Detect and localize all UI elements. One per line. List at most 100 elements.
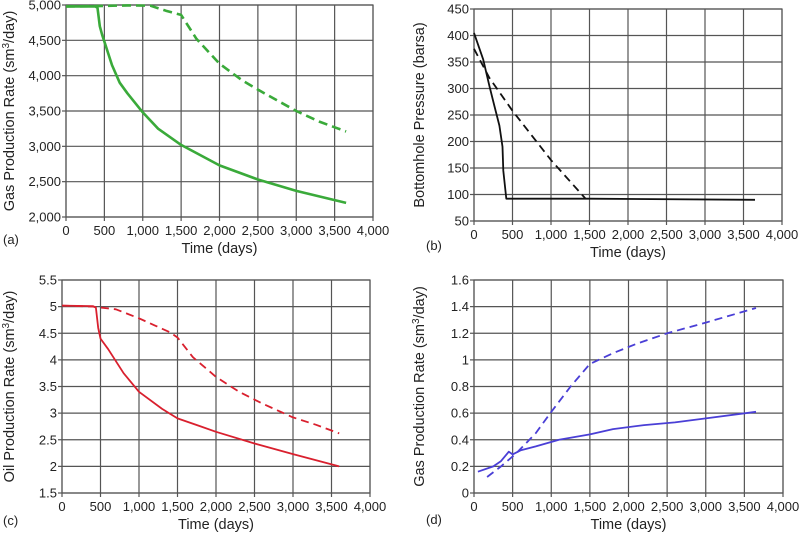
y-tick-label: 2,000 bbox=[28, 210, 61, 225]
x-tick-label: 1,500 bbox=[574, 499, 607, 514]
x-tick-label: 3,000 bbox=[689, 227, 722, 242]
x-tick-label: 1,500 bbox=[573, 227, 606, 242]
x-tick-label: 4,000 bbox=[766, 227, 799, 242]
y-tick-label: 2 bbox=[50, 459, 57, 474]
y-tick-label: 400 bbox=[447, 28, 469, 43]
y-tick-label: 1 bbox=[462, 352, 469, 367]
x-tick-label: 3,500 bbox=[315, 499, 348, 514]
x-tick-label: 1,000 bbox=[126, 223, 159, 238]
y-axis-label: Oil Production Rate (sm3/day) bbox=[1, 291, 18, 483]
x-tick-label: 2,500 bbox=[238, 499, 271, 514]
y-axis-label: Bottomhole Pressure (barsa) bbox=[412, 22, 428, 207]
plot-frame bbox=[61, 279, 371, 494]
y-tick-label: 1.2 bbox=[451, 326, 469, 341]
x-tick-label: 500 bbox=[90, 499, 112, 514]
y-tick-label: 150 bbox=[447, 161, 469, 176]
y-tick-label: 300 bbox=[447, 81, 469, 96]
y-tick-label: 250 bbox=[447, 108, 469, 123]
x-tick-label: 0 bbox=[62, 223, 69, 238]
x-tick-label: 2,000 bbox=[612, 227, 645, 242]
panel-label: (b) bbox=[426, 238, 442, 253]
chart-b: 0 500 1,000 1,500 2,000 2,500 3,000 3,500 4,000 5… bbox=[412, 2, 798, 262]
panel-label: (a) bbox=[3, 232, 19, 247]
y-tick-label: 3 bbox=[50, 406, 57, 421]
y-axis-label-unit: /day) bbox=[2, 11, 18, 43]
panel-label: (c) bbox=[3, 513, 18, 528]
y-axis-label-text: Oil Production Rate (sm bbox=[2, 328, 18, 482]
chart-a: 0 500 1,000 1,500 2,000 2,500 3,000 3,500 4,000 2… bbox=[1, 0, 389, 257]
y-tick-label: 100 bbox=[447, 187, 469, 202]
y-tick-label: 1.4 bbox=[451, 299, 469, 314]
x-tick-label: 1,000 bbox=[535, 499, 568, 514]
x-tick-label: 1,000 bbox=[535, 227, 568, 242]
x-axis-label: Time (days) bbox=[182, 241, 258, 257]
y-tick-label: 3,000 bbox=[28, 139, 61, 154]
y-tick-label: 5,000 bbox=[28, 0, 61, 13]
x-tick-label: 2,000 bbox=[203, 223, 236, 238]
y-tick-label: 0.8 bbox=[451, 379, 469, 394]
x-tick-label: 500 bbox=[502, 227, 524, 242]
y-axis-label-unit: /day) bbox=[2, 291, 18, 323]
chart-d: 0 500 1,000 1,500 2,000 2,500 3,000 3,500 4,000 0… bbox=[411, 273, 799, 534]
y-tick-label: 4,000 bbox=[28, 68, 61, 83]
x-tick-label: 2,500 bbox=[242, 223, 275, 238]
y-axis-label-text: Gas Production Rate (sm bbox=[412, 324, 428, 487]
y-tick-label: 5 bbox=[50, 299, 57, 314]
x-tick-label: 1,500 bbox=[161, 499, 194, 514]
x-tick-label: 500 bbox=[502, 499, 524, 514]
y-tick-label: 1.6 bbox=[451, 273, 469, 288]
series-line-solid bbox=[66, 5, 347, 205]
x-tick-label: 4,000 bbox=[767, 499, 800, 514]
y-tick-label: 0.2 bbox=[451, 459, 469, 474]
y-tick-label: 200 bbox=[447, 134, 469, 149]
y-tick-label: 3.5 bbox=[39, 379, 57, 394]
x-tick-label: 500 bbox=[94, 223, 116, 238]
x-tick-label: 0 bbox=[470, 499, 477, 514]
y-axis-label-superscript: 3 bbox=[411, 318, 422, 324]
series-line-dashed bbox=[473, 48, 587, 200]
x-tick-label: 1,500 bbox=[165, 223, 198, 238]
panel-label: (d) bbox=[426, 512, 442, 527]
series-line-dashed bbox=[61, 304, 340, 435]
y-tick-label: 50 bbox=[455, 214, 469, 229]
y-axis-label: Gas Production Rate (sm3/day) bbox=[411, 286, 428, 487]
x-tick-label: 2,000 bbox=[612, 499, 645, 514]
x-tick-label: 1,000 bbox=[123, 499, 156, 514]
y-axis-label-superscript: 3 bbox=[1, 322, 12, 328]
y-tick-label: 0 bbox=[462, 486, 469, 501]
y-tick-label: 4 bbox=[50, 352, 57, 367]
x-tick-label: 3,000 bbox=[280, 223, 313, 238]
x-tick-label: 3,000 bbox=[689, 499, 722, 514]
y-axis-label-text: Gas Production Rate (sm bbox=[2, 49, 18, 212]
x-tick-label: 0 bbox=[58, 499, 65, 514]
x-axis-label: Time (days) bbox=[591, 517, 667, 533]
y-axis-label-superscript: 3 bbox=[1, 43, 12, 49]
x-axis-label: Time (days) bbox=[590, 245, 666, 261]
y-axis-label-unit: /day) bbox=[412, 286, 428, 318]
series-line-solid bbox=[61, 304, 340, 468]
y-tick-label: 450 bbox=[447, 2, 469, 17]
x-axis-label: Time (days) bbox=[178, 517, 254, 533]
x-tick-label: 3,500 bbox=[318, 223, 351, 238]
chart-c: 0 500 1,000 1,500 2,000 2,500 3,000 3,500 4,000 1… bbox=[1, 273, 386, 534]
plot-frame bbox=[473, 8, 783, 222]
plot-frame bbox=[473, 279, 784, 494]
x-tick-label: 0 bbox=[470, 227, 477, 242]
y-tick-label: 1.5 bbox=[39, 486, 57, 501]
x-tick-label: 2,500 bbox=[651, 499, 684, 514]
plot-frame bbox=[65, 4, 374, 218]
x-tick-label: 3,500 bbox=[728, 499, 761, 514]
y-tick-label: 3,500 bbox=[28, 104, 61, 119]
y-tick-label: 350 bbox=[447, 55, 469, 70]
series-line-solid bbox=[477, 410, 757, 473]
x-tick-label: 2,500 bbox=[650, 227, 683, 242]
series-line-dashed bbox=[65, 4, 347, 133]
y-tick-label: 2.5 bbox=[39, 432, 57, 447]
y-tick-label: 4.5 bbox=[39, 326, 57, 341]
y-tick-label: 2,500 bbox=[28, 174, 61, 189]
y-tick-label: 0.6 bbox=[451, 406, 469, 421]
x-tick-label: 3,500 bbox=[727, 227, 760, 242]
series-line-solid bbox=[473, 32, 756, 201]
x-tick-label: 4,000 bbox=[354, 499, 387, 514]
